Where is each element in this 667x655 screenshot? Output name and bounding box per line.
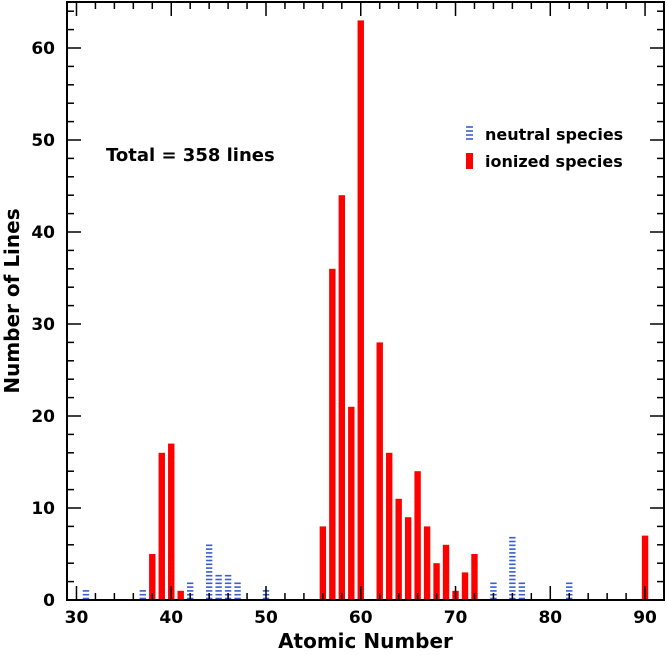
bar-ionized-58 xyxy=(338,195,346,600)
bar-ionized-38 xyxy=(149,554,156,600)
bar-ionized-59 xyxy=(348,406,355,600)
bar-ionized-67 xyxy=(423,526,431,600)
legend: neutral species ionized species xyxy=(466,125,623,171)
bar-neutral-77 xyxy=(518,582,526,600)
neutral-bars xyxy=(82,536,573,600)
bar-ionized-62 xyxy=(376,342,383,600)
y-tick-label: 30 xyxy=(31,315,55,335)
plot-frame xyxy=(66,1,665,601)
bar-ionized-40 xyxy=(168,443,175,600)
total-annotation: Total = 358 lines xyxy=(106,145,275,166)
x-tick-label: 90 xyxy=(633,608,657,628)
bar-neutral-47 xyxy=(234,582,241,600)
bar-neutral-76 xyxy=(509,536,516,600)
bar-ionized-65 xyxy=(404,517,412,600)
x-tick-labels: 30 40 50 60 70 80 90 xyxy=(65,608,657,628)
bar-neutral-44 xyxy=(205,544,213,600)
y-tick-label: 60 xyxy=(31,39,55,59)
bar-ionized-56 xyxy=(319,526,327,600)
x-tick-label: 50 xyxy=(254,608,278,628)
bar-ionized-66 xyxy=(414,471,421,600)
legend-label-neutral: neutral species xyxy=(485,125,623,144)
bar-ionized-39 xyxy=(158,452,165,600)
legend-swatch-neutral xyxy=(466,126,473,140)
ionized-bars xyxy=(149,20,649,600)
bar-ionized-41 xyxy=(177,590,184,600)
bar-neutral-37 xyxy=(139,590,147,600)
x-tick-label: 70 xyxy=(444,608,468,628)
bar-ionized-68 xyxy=(433,563,440,600)
y-axis-title: Number of Lines xyxy=(0,208,24,393)
legend-swatch-ionized xyxy=(466,153,473,169)
bar-ionized-69 xyxy=(442,544,450,600)
y-tick-labels: 0 10 20 30 40 50 60 xyxy=(31,39,55,611)
x-tick-label: 60 xyxy=(349,608,373,628)
legend-label-ionized: ionized species xyxy=(485,152,623,171)
bar-ionized-64 xyxy=(395,498,402,600)
x-tick-label: 40 xyxy=(159,608,183,628)
axis-ticks xyxy=(67,2,664,601)
y-tick-label: 50 xyxy=(31,131,55,151)
bar-ionized-71 xyxy=(461,572,469,600)
y-tick-label: 10 xyxy=(31,499,55,519)
x-tick-label: 30 xyxy=(65,608,89,628)
bar-ionized-90 xyxy=(641,535,649,600)
bar-ionized-72 xyxy=(471,554,478,600)
x-tick-label: 80 xyxy=(538,608,562,628)
y-tick-label: 20 xyxy=(31,407,55,427)
bar-neutral-45 xyxy=(215,574,222,600)
bar-ionized-63 xyxy=(385,452,393,600)
y-tick-label: 40 xyxy=(31,223,55,243)
x-axis-title: Atomic Number xyxy=(278,629,453,653)
y-tick-label: 0 xyxy=(43,591,55,611)
bar-neutral-31 xyxy=(82,590,90,600)
bar-ionized-60 xyxy=(357,20,364,600)
bar-ionized-57 xyxy=(329,268,336,600)
